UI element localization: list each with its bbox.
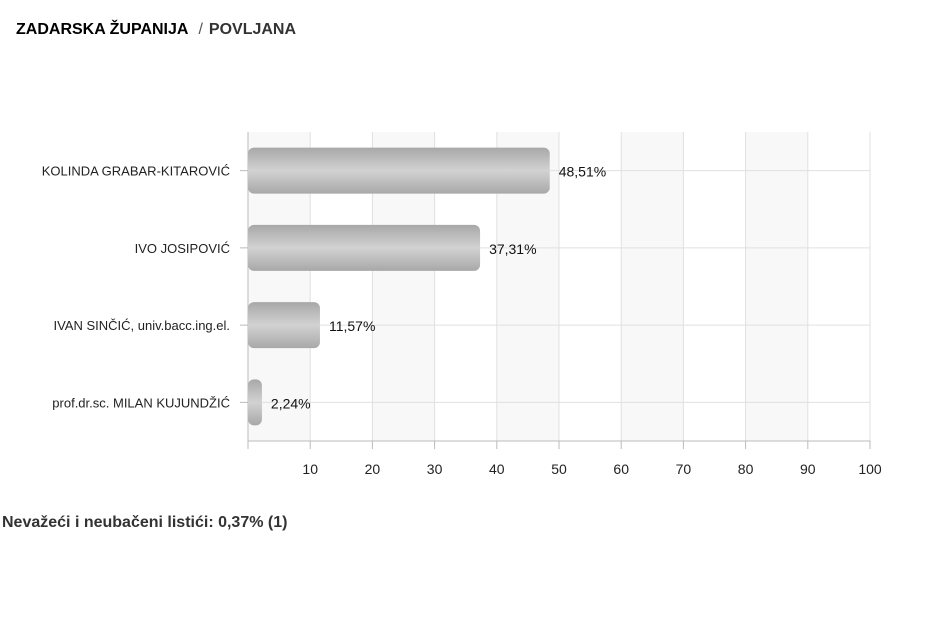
grid-band <box>621 132 684 441</box>
x-tick-label: 50 <box>551 461 567 477</box>
x-tick-label: 90 <box>800 461 816 477</box>
region-name: ZADARSKA ŽUPANIJA <box>16 21 189 38</box>
x-tick-label: 40 <box>489 461 505 477</box>
bar <box>248 379 262 426</box>
data-label: 2,24% <box>271 395 311 411</box>
category-label: KOLINDA GRABAR-KITAROVIĆ <box>42 164 230 179</box>
results-bar-chart: 10 20 30 40 50 60 70 80 90 100 KOLINDA GRABAR-KITA… <box>42 132 882 477</box>
data-label: 48,51% <box>559 164 606 180</box>
grid-band <box>745 132 808 441</box>
bar <box>248 224 481 271</box>
bar <box>248 147 550 194</box>
municipality-name: POVLJANA <box>208 21 297 38</box>
x-tick-label: 60 <box>613 461 629 477</box>
x-tick-label: 30 <box>427 461 443 477</box>
data-label: 11,57% <box>329 318 375 334</box>
category-label: IVO JOSIPOVIĆ <box>135 241 230 256</box>
x-tick-label: 80 <box>738 461 754 477</box>
x-tick-label: 70 <box>676 461 692 477</box>
bar <box>248 302 320 349</box>
data-label: 37,31% <box>489 241 536 257</box>
page-title: ZADARSKA ŽUPANIJA / POVLJANA <box>16 21 296 39</box>
category-label: prof.dr.sc. MILAN KUJUNDŽIĆ <box>52 395 230 410</box>
breadcrumb-separator: / <box>198 21 203 38</box>
x-tick-label: 100 <box>858 461 882 477</box>
category-label: IVAN SINČIĆ, univ.bacc.ing.el. <box>53 318 230 333</box>
x-tick-label: 10 <box>302 461 318 477</box>
x-tick-label: 20 <box>365 461 381 477</box>
invalid-ballots-note: Nevažeći i neubačeni listići: 0,37% (1) <box>2 514 288 531</box>
